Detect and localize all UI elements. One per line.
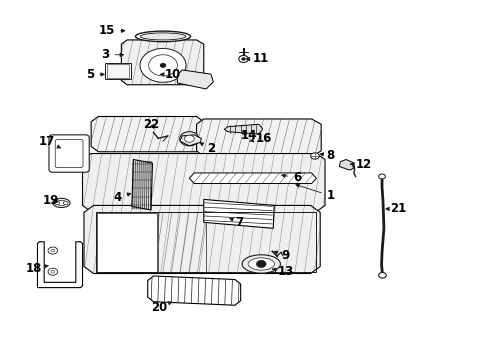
Text: 8: 8 [320,149,334,162]
Circle shape [378,174,385,179]
Text: 4: 4 [113,191,130,204]
Circle shape [378,273,386,278]
Text: 10: 10 [160,68,181,81]
Text: 13: 13 [272,265,294,278]
Text: 12: 12 [350,158,372,171]
Circle shape [55,201,60,205]
Polygon shape [189,173,316,184]
Ellipse shape [53,198,70,207]
Circle shape [180,132,199,146]
Text: 21: 21 [385,202,405,215]
Text: 14: 14 [241,129,257,142]
Ellipse shape [247,258,274,270]
Circle shape [51,249,55,252]
Circle shape [48,268,58,275]
FancyBboxPatch shape [55,139,83,168]
Text: 1: 1 [295,184,334,202]
Circle shape [238,55,248,63]
Text: 22: 22 [142,118,159,131]
Circle shape [148,55,177,76]
Polygon shape [82,154,325,212]
Polygon shape [339,159,354,170]
FancyBboxPatch shape [49,135,89,172]
Circle shape [256,260,265,267]
Polygon shape [147,276,240,305]
Polygon shape [84,206,320,274]
Polygon shape [121,40,203,85]
Ellipse shape [242,255,280,273]
Polygon shape [203,199,274,228]
Text: 17: 17 [39,135,61,148]
Circle shape [63,201,68,205]
Ellipse shape [135,31,190,42]
Text: 3: 3 [101,48,123,61]
Circle shape [310,153,319,159]
Circle shape [241,58,245,60]
Polygon shape [180,135,201,146]
Circle shape [48,247,58,254]
Bar [96,212,316,273]
Polygon shape [38,242,82,288]
Polygon shape [132,159,152,210]
Polygon shape [196,119,321,157]
Polygon shape [177,70,213,89]
Text: 7: 7 [229,216,244,229]
Text: 20: 20 [151,301,171,314]
Ellipse shape [57,200,66,206]
Text: 5: 5 [86,68,104,81]
Text: 2: 2 [200,142,215,155]
Text: 16: 16 [249,132,271,145]
Bar [97,213,157,272]
Polygon shape [224,124,262,134]
Circle shape [184,135,194,142]
Text: 19: 19 [43,194,60,207]
Circle shape [160,63,165,67]
Text: 15: 15 [99,24,124,37]
Circle shape [51,270,55,273]
Text: 18: 18 [25,262,48,275]
Ellipse shape [140,33,185,40]
Bar [104,63,131,80]
Text: 6: 6 [281,171,301,184]
Text: 11: 11 [246,53,269,66]
Circle shape [140,48,185,82]
Text: 9: 9 [274,249,289,262]
Polygon shape [91,117,203,152]
Bar [107,64,128,78]
